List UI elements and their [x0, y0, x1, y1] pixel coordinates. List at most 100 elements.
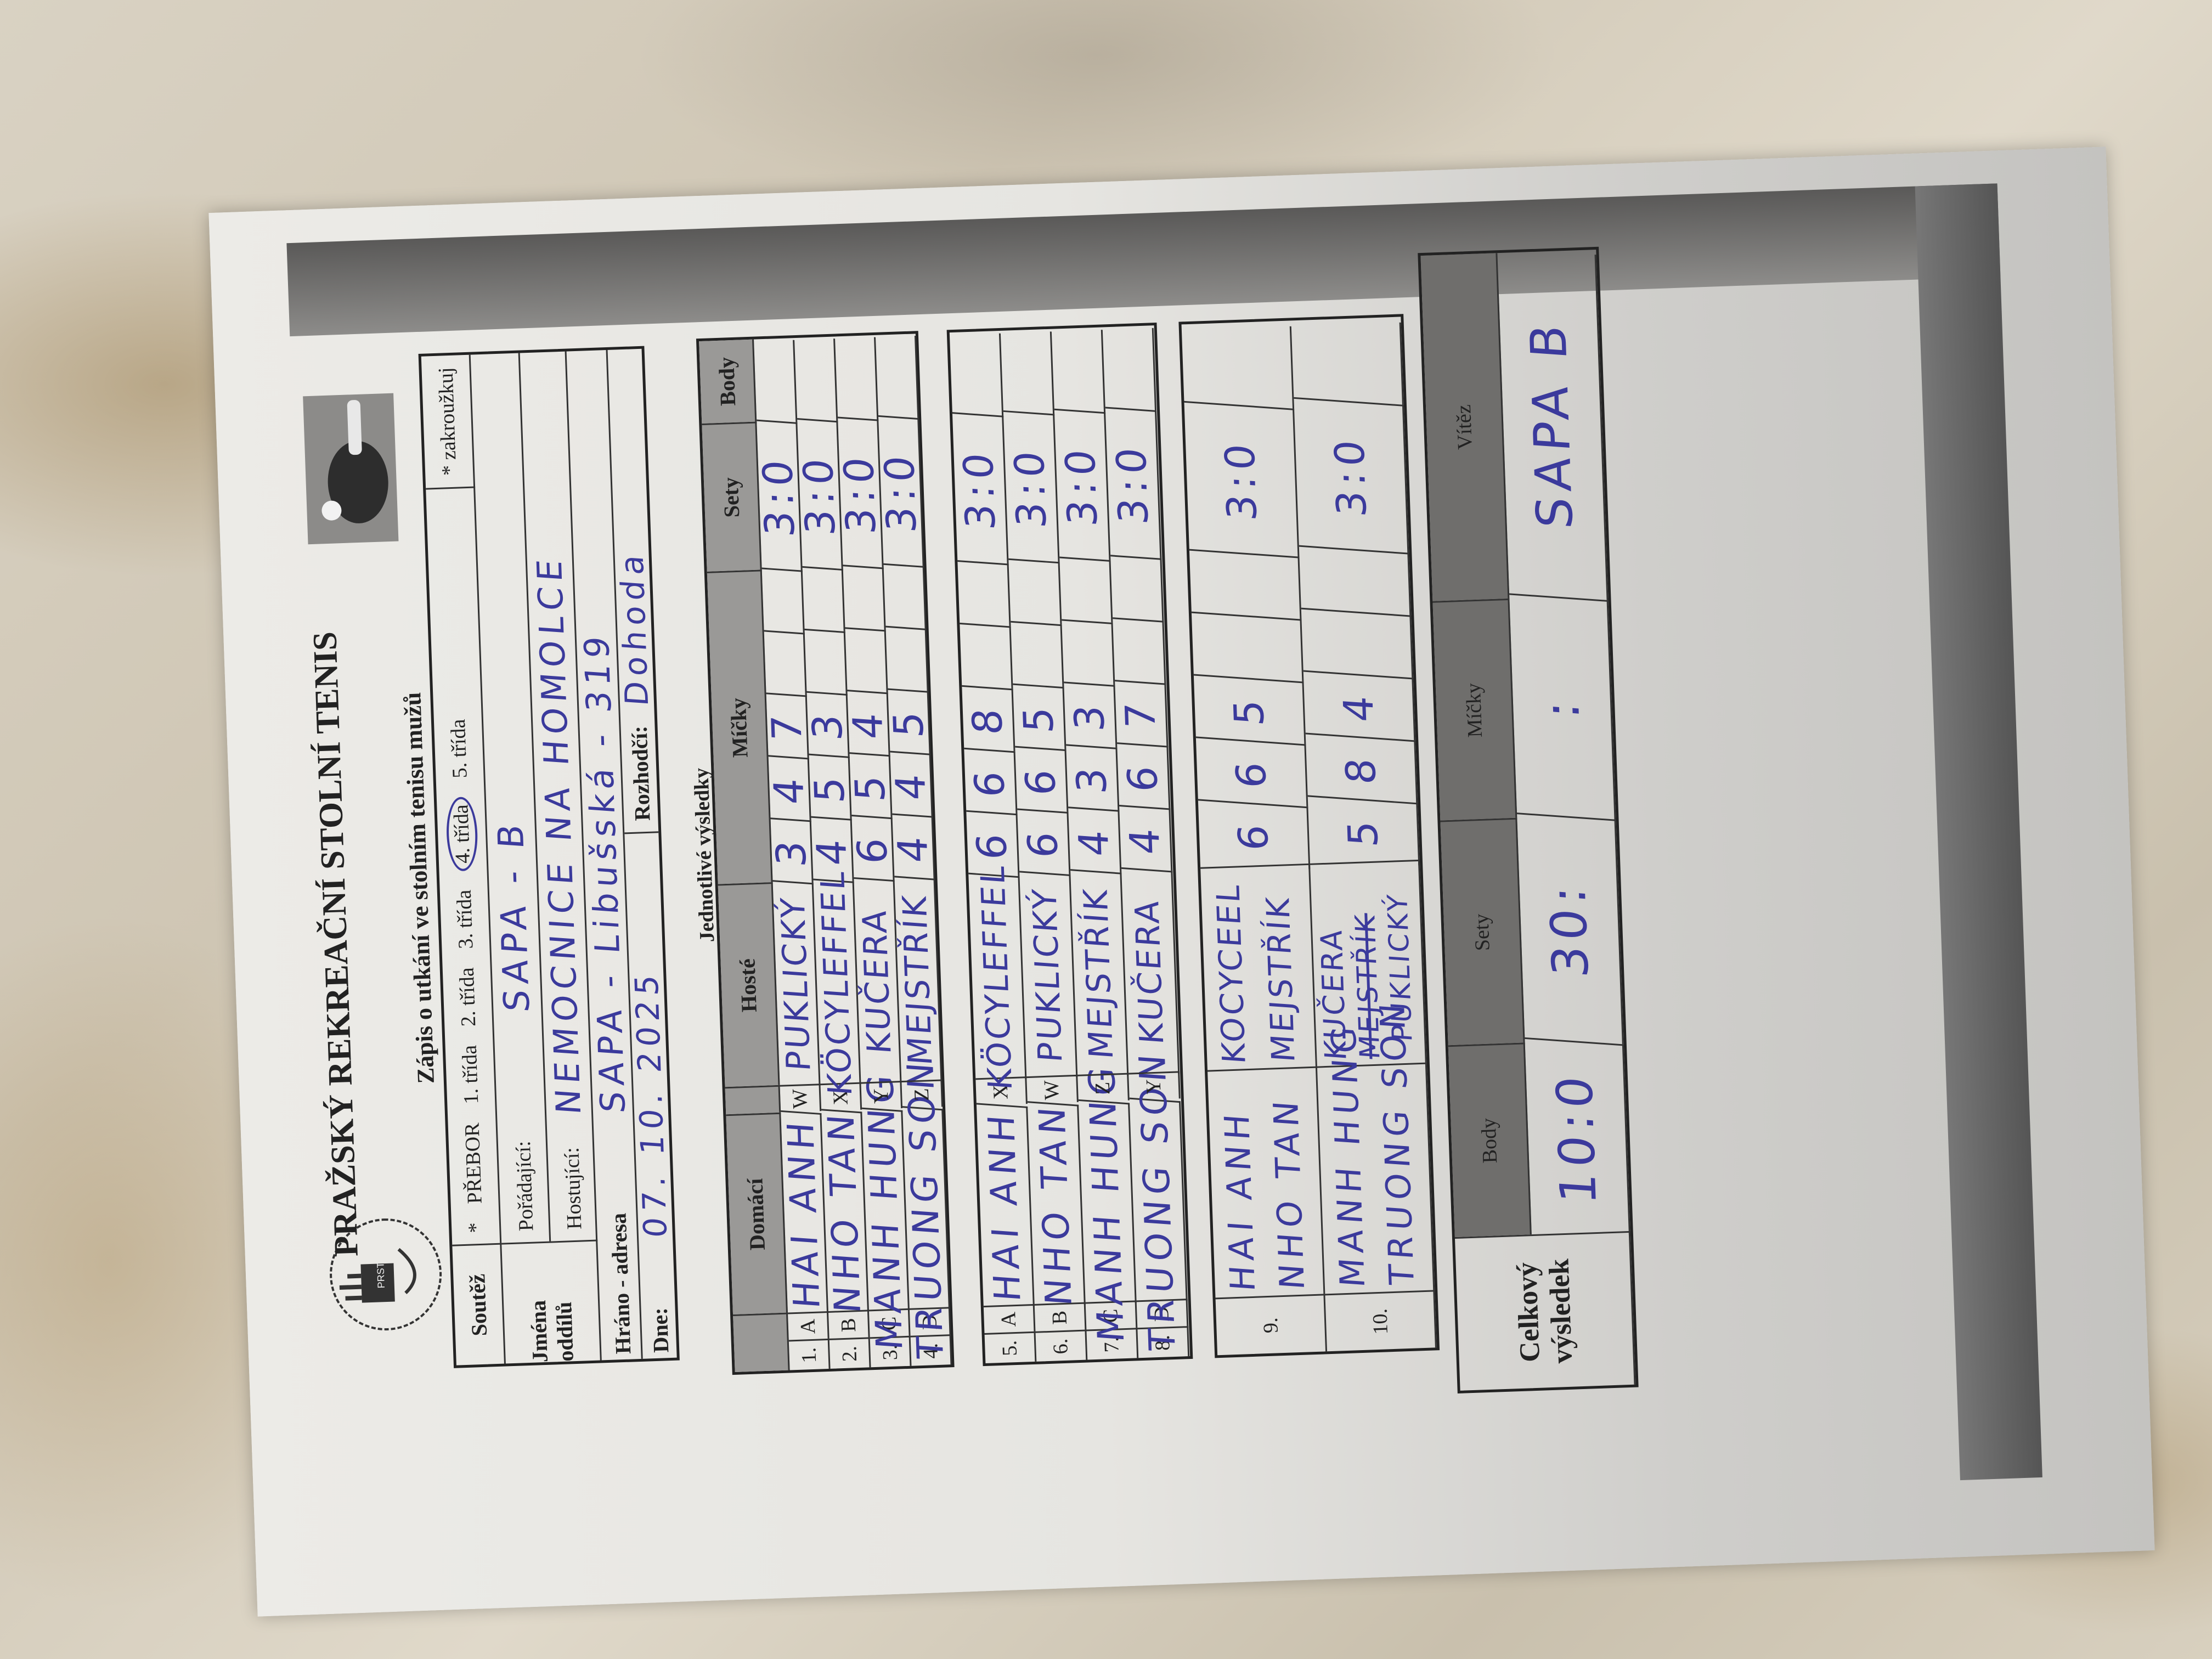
- ball-score-cell[interactable]: [1008, 558, 1062, 625]
- guest-player-name[interactable]: KÖCYLEFFEL: [813, 868, 861, 1097]
- points-cell[interactable]: [949, 330, 1004, 416]
- ball-score-cell[interactable]: [802, 566, 845, 632]
- ball-score-cell[interactable]: 5: [884, 688, 933, 754]
- points-cell[interactable]: [834, 334, 879, 420]
- home-player-name[interactable]: NHO TAN: [1265, 1094, 1313, 1291]
- points-cell[interactable]: [1291, 314, 1404, 405]
- ball-score-cell[interactable]: 4: [1068, 806, 1122, 873]
- ball-score-cell[interactable]: 6: [1117, 742, 1171, 809]
- ball-score-cell[interactable]: [1059, 556, 1113, 623]
- ball-score-cell[interactable]: 5: [1013, 683, 1066, 750]
- ball-score-cell[interactable]: [845, 627, 888, 693]
- option-class-5[interactable]: 5. třída: [446, 719, 472, 779]
- totals-winner-value[interactable]: SAPA B: [1497, 247, 1609, 601]
- points-cell[interactable]: [1102, 324, 1156, 410]
- points-cell[interactable]: [753, 337, 798, 422]
- ball-score-cell[interactable]: [1113, 617, 1166, 684]
- ball-score-cell[interactable]: [1011, 620, 1064, 687]
- ball-score-cell[interactable]: 3: [803, 691, 851, 757]
- ball-score-cell[interactable]: 3: [1066, 744, 1120, 810]
- sets-score[interactable]: 3:0: [876, 415, 926, 566]
- guest-player-name[interactable]: KUČERA: [1313, 926, 1353, 1062]
- home-player-name[interactable]: NHO TAN: [1027, 1101, 1086, 1307]
- guest-player-name[interactable]: KUČERA: [854, 877, 902, 1083]
- points-cell[interactable]: [1181, 318, 1295, 409]
- sets-score[interactable]: 3:0: [1184, 400, 1300, 557]
- points-cell[interactable]: [1000, 328, 1055, 414]
- referee-value[interactable]: Dohoda: [613, 548, 656, 707]
- ball-score-cell[interactable]: [1110, 555, 1164, 621]
- guest-player-name[interactable]: MEJSTŘÍK: [1259, 894, 1302, 1064]
- ball-score-cell[interactable]: [960, 622, 1013, 689]
- organizer-value[interactable]: SAPA - B: [490, 817, 538, 1013]
- points-cell[interactable]: [794, 336, 838, 421]
- totals-sets-value[interactable]: 30:: [1516, 812, 1624, 1045]
- option-class-1[interactable]: 1. třída: [458, 1045, 483, 1105]
- guest-player-name[interactable]: PUKLICKÝ: [1019, 871, 1078, 1077]
- ball-score-cell[interactable]: 6: [1017, 808, 1071, 874]
- ball-score-cell[interactable]: 7: [763, 692, 811, 758]
- ball-score-cell[interactable]: 3: [1064, 681, 1118, 748]
- ball-score-cell[interactable]: 6: [848, 815, 896, 881]
- points-cell[interactable]: [1051, 326, 1106, 413]
- ball-score-cell[interactable]: 8: [1305, 732, 1418, 803]
- ball-score-cell[interactable]: 4: [1303, 670, 1416, 741]
- ball-score-cell[interactable]: [1299, 545, 1412, 616]
- guest-player-name[interactable]: MEJSTŘÍK: [1070, 869, 1129, 1076]
- ball-score-cell[interactable]: 4: [889, 813, 937, 879]
- totals-points-value[interactable]: 10:0: [1525, 1037, 1631, 1237]
- option-class-4-selected[interactable]: 4. třída: [445, 796, 479, 872]
- ball-score-cell[interactable]: [804, 628, 848, 694]
- ball-score-cell[interactable]: 6: [1015, 746, 1069, 812]
- option-class-2[interactable]: 2. třída: [455, 967, 480, 1027]
- ball-score-cell[interactable]: 6: [966, 810, 1020, 877]
- totals-balls-value[interactable]: :: [1509, 593, 1616, 820]
- ball-score-cell[interactable]: 3: [767, 817, 815, 883]
- home-pair: MANH HUNG TRUONG SON: [1317, 997, 1435, 1294]
- ball-score-cell[interactable]: [1062, 619, 1115, 685]
- points-cell[interactable]: [875, 332, 919, 419]
- home-player-name[interactable]: MANH HUNG: [1078, 1060, 1137, 1344]
- ball-score-cell[interactable]: 4: [765, 755, 813, 821]
- ball-score-cell[interactable]: 6: [1198, 799, 1311, 870]
- home-player-name[interactable]: TRUONG SON: [1129, 1048, 1188, 1353]
- ball-score-cell[interactable]: 8: [962, 685, 1015, 752]
- ball-score-cell[interactable]: 4: [887, 751, 935, 816]
- ball-score-cell[interactable]: 5: [805, 753, 854, 819]
- ball-score-cell[interactable]: [1191, 611, 1304, 682]
- ball-score-cell[interactable]: 6: [964, 747, 1018, 814]
- home-player-name[interactable]: TRUONG SON: [899, 1056, 952, 1361]
- home-player-name[interactable]: HAI ANH: [976, 1103, 1035, 1307]
- ball-score-cell[interactable]: 5: [1307, 795, 1420, 866]
- ball-score-cell[interactable]: [843, 565, 886, 630]
- ball-score-cell[interactable]: [1301, 607, 1414, 678]
- ball-score-cell[interactable]: [883, 563, 927, 629]
- sets-score[interactable]: 3:0: [1105, 407, 1162, 558]
- home-player-name[interactable]: HAI ANH: [1216, 1107, 1263, 1293]
- ball-score-cell[interactable]: 7: [1115, 680, 1169, 746]
- ball-score-cell[interactable]: [1189, 549, 1302, 619]
- ball-score-cell[interactable]: 6: [1195, 736, 1308, 807]
- ball-score-cell[interactable]: 5: [1193, 674, 1306, 744]
- ball-score-cell[interactable]: [764, 630, 807, 696]
- date-value[interactable]: 07. 10. 2025: [627, 968, 675, 1239]
- guest-player-name[interactable]: PUKLICKÝ: [1381, 891, 1419, 1043]
- ball-score-cell[interactable]: [957, 560, 1011, 627]
- ball-score-cell[interactable]: 4: [844, 690, 892, 755]
- sets-score[interactable]: 3:0: [952, 412, 1009, 564]
- ball-score-cell[interactable]: 4: [1119, 805, 1173, 871]
- guest-player-name[interactable]: KUČERA: [1121, 867, 1180, 1074]
- sets-score[interactable]: 3:0: [1003, 410, 1060, 562]
- option-class-3[interactable]: 3. třída: [452, 889, 477, 950]
- ball-score-cell[interactable]: 5: [846, 752, 894, 818]
- ball-score-cell[interactable]: 4: [808, 816, 856, 882]
- guest-player-name[interactable]: PUKLICKÝ: [772, 880, 821, 1086]
- ball-score-cell[interactable]: [885, 625, 929, 691]
- guest-player-name[interactable]: KÖCYLEFFEL: [968, 862, 1027, 1091]
- ball-score-cell[interactable]: [761, 567, 805, 633]
- sets-score[interactable]: 3:0: [1294, 397, 1409, 553]
- sets-score[interactable]: 3:0: [1054, 408, 1111, 561]
- guest-player-name[interactable]: MEJSTŘÍK: [894, 876, 943, 1082]
- guest-player-name[interactable]: KOCYCEEL: [1209, 881, 1253, 1065]
- option-prebor[interactable]: PŘEBOR: [460, 1122, 487, 1205]
